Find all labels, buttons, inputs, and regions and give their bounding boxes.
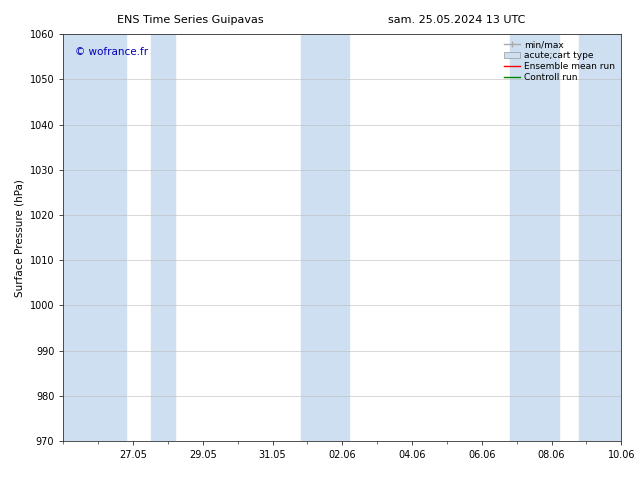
Bar xyxy=(301,34,349,441)
Legend: min/max, acute;cart type, Ensemble mean run, Controll run: min/max, acute;cart type, Ensemble mean … xyxy=(502,39,617,84)
Bar xyxy=(510,34,559,441)
Text: © wofrance.fr: © wofrance.fr xyxy=(75,47,148,56)
Text: ENS Time Series Guipavas: ENS Time Series Guipavas xyxy=(117,15,264,24)
Text: sam. 25.05.2024 13 UTC: sam. 25.05.2024 13 UTC xyxy=(388,15,525,24)
Bar xyxy=(579,34,621,441)
Y-axis label: Surface Pressure (hPa): Surface Pressure (hPa) xyxy=(14,179,24,296)
Bar xyxy=(150,34,175,441)
Bar xyxy=(63,34,126,441)
